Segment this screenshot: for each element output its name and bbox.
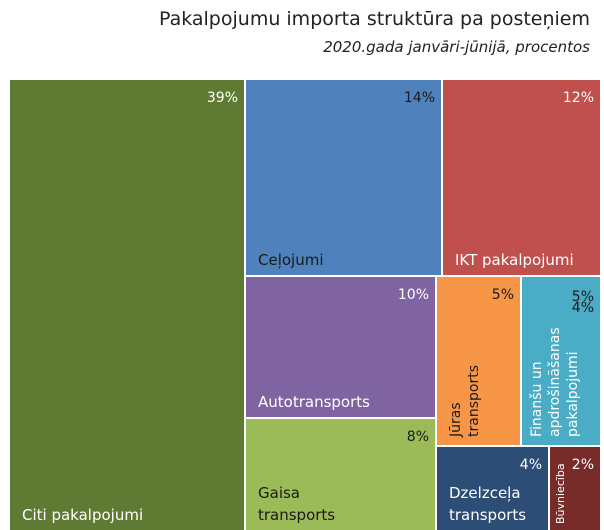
- treemap-cell: 8% Gaisa transports: [246, 419, 435, 530]
- treemap-cell: 12% IKT pakalpojumi: [443, 80, 600, 275]
- value-label: 14%: [403, 90, 435, 106]
- value-label: 10%: [397, 287, 429, 303]
- value-label: 5%: [491, 287, 514, 303]
- treemap-cell: 10% Autotransports: [246, 277, 435, 417]
- value-label: 5%: [571, 289, 594, 305]
- value-label: 4%: [519, 457, 542, 473]
- category-label: Finanšu un apdrošināšanas pakalpojumi: [529, 327, 581, 437]
- category-label: Būvniecība: [554, 463, 567, 524]
- treemap-cell: 14% Ceļojumi: [246, 80, 441, 275]
- category-label: Dzelzceļa transports: [449, 484, 527, 524]
- treemap-cell: 5% Finanšu un apdrošināšanas pakalpojumi: [522, 277, 600, 445]
- treemap-cell: 4% Dzelzceļa transports: [437, 447, 548, 530]
- value-label: 2%: [571, 457, 594, 473]
- category-label: IKT pakalpojumi: [455, 251, 574, 269]
- chart-subtitle: 2020.gada janvāri-jūnijā, procentos: [323, 38, 590, 56]
- category-label: Autotransports: [258, 393, 370, 411]
- treemap-cell: 5% Jūras transports: [437, 277, 520, 445]
- category-label: Jūras transports: [448, 365, 482, 437]
- value-label: 4%: [571, 300, 594, 316]
- chart-title: Pakalpojumu importa struktūra pa posteņi…: [158, 8, 590, 30]
- value-label: 8%: [406, 429, 429, 445]
- category-label: Gaisa transports: [258, 484, 336, 524]
- category-label: Citi pakalpojumi: [22, 506, 144, 524]
- value-label: 12%: [562, 90, 594, 106]
- treemap-cell: 39% Citi pakalpojumi: [10, 80, 244, 530]
- value-label: 39%: [206, 90, 238, 106]
- category-label: Ceļojumi: [258, 251, 324, 269]
- treemap-cell: 2% Būvniecība: [550, 447, 600, 530]
